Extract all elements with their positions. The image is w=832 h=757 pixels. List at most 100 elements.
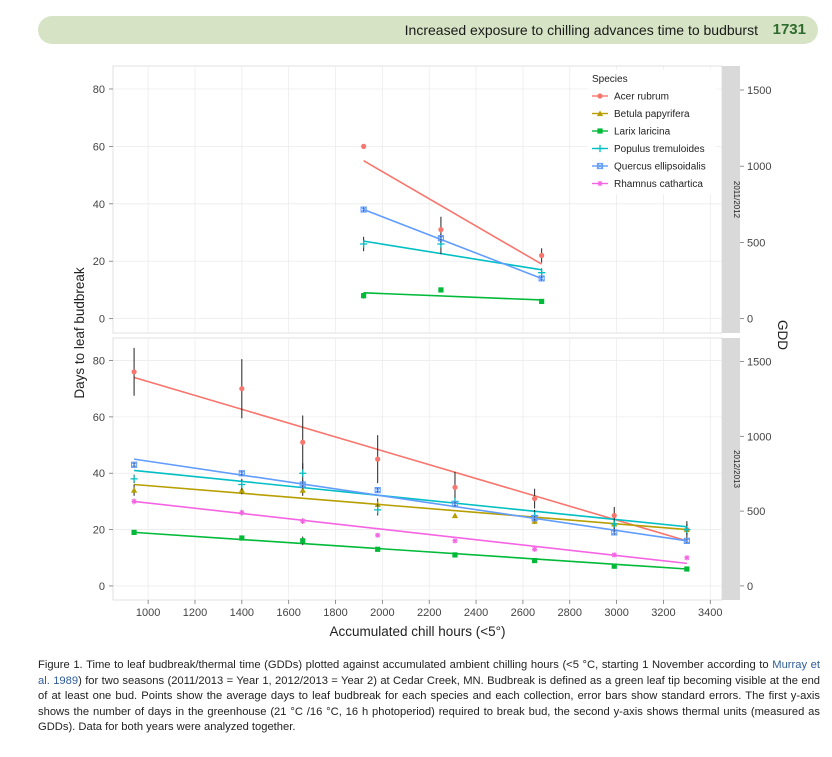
legend-key-marker	[596, 110, 604, 117]
caption-citation-link[interactable]: Murray et al. 1989	[38, 659, 821, 687]
x-tick-label: 1000	[136, 607, 160, 619]
data-point	[438, 227, 444, 233]
x-tick-label: 2000	[370, 607, 394, 619]
series-larix-laricina	[131, 529, 690, 572]
legend-key-marker	[597, 180, 603, 187]
x-tick-label: 1400	[230, 607, 254, 619]
legend: Species Acer rubrum Betula papyrifera Larix…	[588, 70, 716, 194]
data-point	[375, 546, 381, 552]
data-point	[299, 469, 307, 477]
y-axis-label: Days to leaf budbreak	[72, 267, 87, 399]
y2-axis-label: GDD	[775, 320, 790, 350]
trend-line	[363, 292, 542, 301]
data-point	[300, 538, 306, 544]
x-tick-label: 1800	[323, 607, 347, 619]
y-tick-label: 40	[93, 199, 105, 211]
y-tick-label: 20	[93, 525, 105, 537]
data-point	[375, 532, 381, 538]
y-tick-label: 0	[99, 581, 105, 593]
legend-entry: Acer rubrum	[614, 92, 669, 103]
facet-strip	[722, 338, 740, 600]
series-larix-laricina	[361, 287, 545, 305]
trend-line	[133, 500, 687, 565]
data-point	[361, 293, 367, 299]
data-point	[374, 501, 381, 507]
y2-tick-label: 1000	[747, 161, 771, 173]
facet-label: 2012/2013	[732, 450, 741, 488]
panel-2012-2013: 0 20 40 60 80 2012/2013 0 500 1000 1500	[93, 337, 771, 601]
legend-key-marker	[596, 162, 604, 170]
data-point	[299, 481, 306, 488]
facet-strip	[722, 66, 740, 333]
trend-line	[133, 376, 688, 542]
data-point	[299, 487, 306, 493]
data-point	[539, 252, 545, 259]
legend-entry: Betula papyrifera	[614, 109, 690, 120]
x-tick-label: 2400	[464, 607, 488, 619]
y-tick-label: 80	[93, 84, 105, 96]
data-point	[683, 525, 691, 534]
y-tick-label: 60	[93, 412, 105, 424]
y-tick-label: 0	[99, 314, 105, 326]
caption-text-end: ) for two seasons (2011/2013 = Year 1, 2…	[38, 674, 821, 734]
y2-tick-label: 500	[747, 506, 765, 518]
y-tick-label: 20	[93, 256, 105, 268]
facet-label: 2011/2012	[732, 181, 741, 219]
legend-box	[588, 70, 716, 194]
trend-line	[133, 469, 687, 528]
y-tick-label: 40	[93, 468, 105, 480]
y2-tick-label: 1000	[747, 431, 771, 443]
data-point	[300, 439, 306, 445]
data-point	[683, 537, 690, 544]
series-quercus-ellipsoidalis	[130, 458, 690, 544]
y-tick-label: 60	[93, 141, 105, 153]
data-point	[374, 487, 381, 494]
data-point	[300, 518, 306, 524]
data-point	[239, 386, 245, 392]
y2-tick-label: 1500	[747, 85, 771, 97]
x-tick-label: 2600	[511, 607, 535, 619]
trend-line	[363, 240, 542, 271]
y2-tick-label: 0	[747, 314, 753, 326]
data-point	[611, 563, 617, 569]
legend-entry: Larix laricina	[614, 127, 671, 138]
y2-tick-label: 1500	[747, 357, 771, 369]
trend-line	[363, 208, 542, 280]
page-number: 1731	[772, 21, 806, 38]
series-quercus-ellipsoidalis	[360, 206, 545, 282]
data-point	[531, 515, 538, 522]
x-tick-label: 3200	[651, 607, 675, 619]
data-point	[360, 206, 367, 213]
y-tick-label: 80	[93, 356, 105, 368]
data-point	[131, 498, 137, 504]
data-point	[532, 495, 538, 502]
y2-tick-label: 500	[747, 237, 765, 249]
data-point	[239, 535, 245, 541]
legend-key-marker	[597, 128, 603, 134]
data-point	[130, 487, 138, 493]
series-rhamnus-cathartica	[131, 498, 690, 565]
data-point	[538, 269, 546, 277]
series-acer-rubrum	[361, 143, 545, 265]
data-point	[360, 240, 368, 248]
legend-entry: Quercus ellipsoidalis	[614, 162, 706, 173]
data-point	[239, 510, 245, 516]
data-point	[610, 520, 618, 528]
x-tick-label: 2200	[417, 607, 441, 619]
data-point	[131, 529, 137, 535]
data-point	[130, 461, 138, 468]
x-tick-label: 1200	[183, 607, 207, 619]
x-tick-label: 2800	[558, 607, 582, 619]
trend-line	[363, 160, 543, 265]
legend-entry: Rhamnus cathartica	[614, 179, 703, 190]
legend-key-marker	[597, 93, 603, 99]
data-point	[539, 298, 545, 305]
data-point	[611, 512, 617, 519]
data-point	[361, 143, 367, 149]
x-tick-label: 1600	[276, 607, 300, 619]
legend-entry: Populus tremuloides	[614, 144, 705, 155]
data-point	[375, 456, 381, 462]
trend-line	[133, 458, 687, 542]
data-point	[611, 552, 617, 558]
data-point	[437, 235, 445, 242]
